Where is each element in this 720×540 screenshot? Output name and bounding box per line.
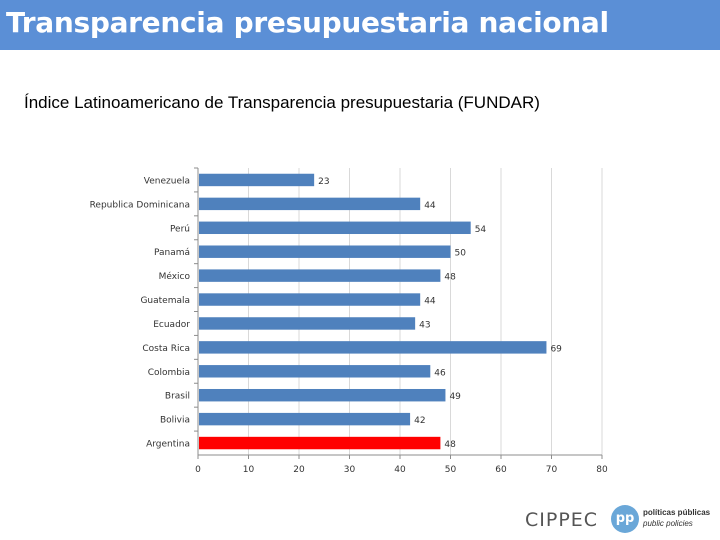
- value-label: 46: [434, 368, 446, 378]
- value-label: 43: [419, 320, 430, 330]
- x-tick-label-80: 80: [596, 465, 608, 475]
- x-tick-label-50: 50: [445, 465, 457, 475]
- bar-venezuela: [199, 173, 315, 187]
- category-label: Brasil: [165, 392, 190, 402]
- category-label: Costa Rica: [142, 344, 190, 354]
- value-label: 48: [444, 440, 456, 450]
- logo-area: CIPPEC pp políticas públicas public poli…: [525, 503, 715, 535]
- bar-colombia: [199, 365, 431, 378]
- bar-republica-dominicana: [199, 197, 421, 211]
- value-label: 44: [424, 297, 436, 307]
- x-tick-label-0: 0: [195, 465, 201, 475]
- category-label: Venezuela: [144, 176, 190, 186]
- category-label: Ecuador: [153, 320, 190, 330]
- category-label: Bolivia: [160, 416, 190, 426]
- value-label: 50: [455, 249, 467, 259]
- bar-ecuador: [199, 317, 416, 330]
- bar-bolivia: [199, 412, 411, 426]
- bar-perú: [199, 221, 471, 235]
- page-title: Transparencia presupuestaria nacional: [6, 6, 609, 39]
- bar-costa-rica: [199, 341, 547, 354]
- value-label: 23: [318, 177, 329, 187]
- x-tick-label-40: 40: [394, 465, 406, 475]
- category-label: Colombia: [148, 368, 190, 378]
- bar-brasil: [199, 388, 446, 402]
- x-tick-label-10: 10: [243, 465, 255, 475]
- category-label: Republica Dominicana: [90, 200, 190, 210]
- public-policies-text: public policies: [643, 519, 693, 528]
- politicas-publicas-logo-icon: pp: [611, 505, 639, 533]
- category-label: Argentina: [146, 440, 190, 450]
- value-label: 44: [424, 201, 436, 211]
- x-tick-label-70: 70: [546, 465, 558, 475]
- x-tick-label-30: 30: [344, 465, 356, 475]
- x-tick-label-20: 20: [293, 465, 305, 475]
- chart-subtitle: Índice Latinoamericano de Transparencia …: [24, 93, 540, 112]
- x-tick-label-60: 60: [495, 465, 507, 475]
- category-label: México: [159, 271, 191, 282]
- politicas-publicas-text: políticas públicas: [643, 508, 711, 517]
- bar-panamá: [199, 245, 451, 258]
- value-label: 49: [449, 392, 461, 402]
- value-label: 54: [475, 225, 487, 235]
- category-label: Guatemala: [140, 296, 190, 306]
- bar-guatemala: [199, 293, 421, 306]
- bar-méxico: [199, 269, 441, 282]
- value-label: 48: [444, 273, 456, 283]
- category-label: Panamá: [154, 248, 190, 258]
- cippec-logo: CIPPEC: [525, 509, 599, 531]
- bar-argentina: [199, 436, 441, 450]
- title-bar: Transparencia presupuestaria nacional: [0, 0, 720, 50]
- value-label: 42: [414, 416, 425, 426]
- category-label: Perú: [170, 224, 190, 234]
- value-label: 69: [550, 344, 562, 354]
